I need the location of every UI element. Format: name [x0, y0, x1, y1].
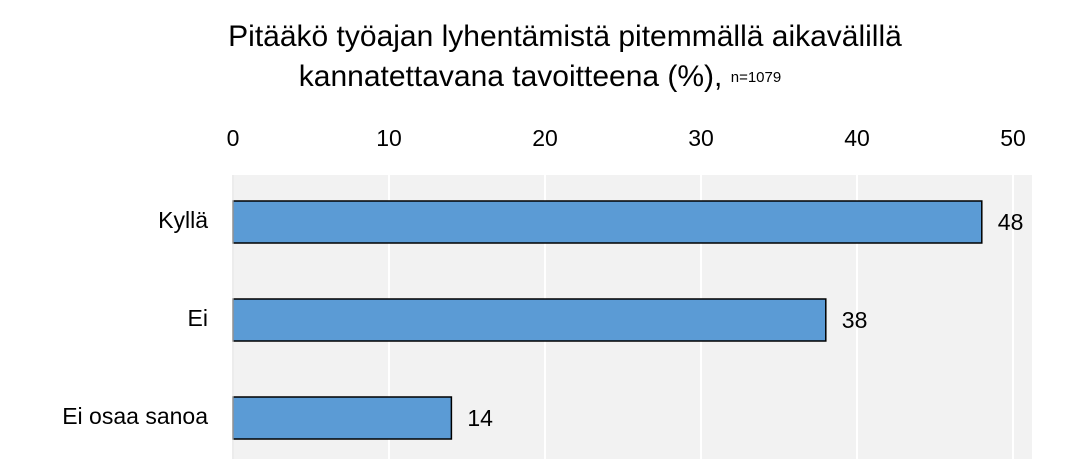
y-tick-label: Ei osaa sanoa	[62, 403, 208, 429]
data-label: 48	[998, 209, 1024, 235]
chart-title: Pitääkö työajan lyhentämistä pitemmällä …	[228, 20, 902, 53]
y-tick-label: Ei	[188, 305, 208, 331]
chart-title: kannatettavana tavoitteena (%), n=1079	[299, 60, 781, 93]
bar	[232, 200, 983, 244]
x-tick-label: 30	[688, 125, 714, 151]
data-label: 14	[467, 405, 493, 431]
x-tick-label: 0	[227, 125, 240, 151]
chart-title: kannatettavana tavoitteena (%),	[299, 60, 723, 93]
x-tick-label: 50	[1000, 125, 1026, 151]
x-tick-label: 10	[376, 125, 402, 151]
bar	[232, 396, 453, 440]
y-tick-label: Kyllä	[158, 207, 208, 233]
data-label: 38	[842, 307, 868, 333]
x-tick-label: 40	[844, 125, 870, 151]
x-tick-label: 20	[532, 125, 558, 151]
chart-subtitle: n=1079	[731, 69, 781, 86]
bar	[232, 298, 827, 342]
